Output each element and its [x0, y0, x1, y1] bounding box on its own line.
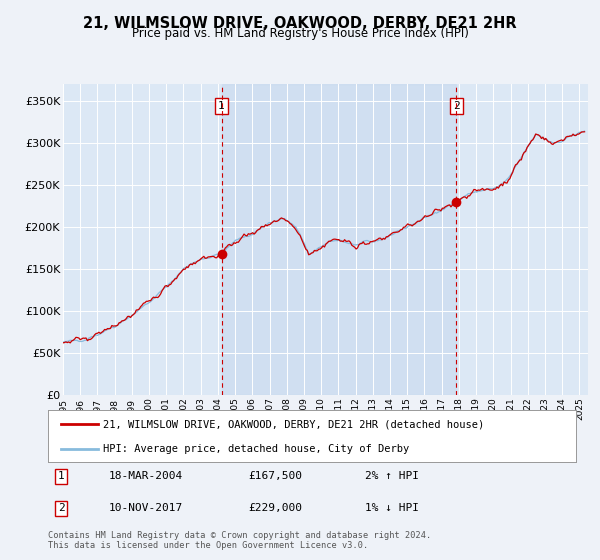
Text: HPI: Average price, detached house, City of Derby: HPI: Average price, detached house, City…	[103, 444, 410, 454]
Text: 18-MAR-2004: 18-MAR-2004	[109, 472, 183, 482]
Text: 2: 2	[58, 503, 65, 514]
Text: 1: 1	[218, 101, 225, 111]
Bar	[221, 84, 457, 395]
Text: 2: 2	[453, 101, 460, 111]
Text: 10-NOV-2017: 10-NOV-2017	[109, 503, 183, 514]
Text: Contains HM Land Registry data © Crown copyright and database right 2024.
This d: Contains HM Land Registry data © Crown c…	[48, 531, 431, 550]
Text: 2% ↑ HPI: 2% ↑ HPI	[365, 472, 419, 482]
Text: 1% ↓ HPI: 1% ↓ HPI	[365, 503, 419, 514]
Text: £229,000: £229,000	[248, 503, 302, 514]
Text: Price paid vs. HM Land Registry's House Price Index (HPI): Price paid vs. HM Land Registry's House …	[131, 27, 469, 40]
Text: £167,500: £167,500	[248, 472, 302, 482]
Text: 1: 1	[58, 472, 65, 482]
Text: 21, WILMSLOW DRIVE, OAKWOOD, DERBY, DE21 2HR (detached house): 21, WILMSLOW DRIVE, OAKWOOD, DERBY, DE21…	[103, 419, 485, 430]
Text: 21, WILMSLOW DRIVE, OAKWOOD, DERBY, DE21 2HR: 21, WILMSLOW DRIVE, OAKWOOD, DERBY, DE21…	[83, 16, 517, 31]
